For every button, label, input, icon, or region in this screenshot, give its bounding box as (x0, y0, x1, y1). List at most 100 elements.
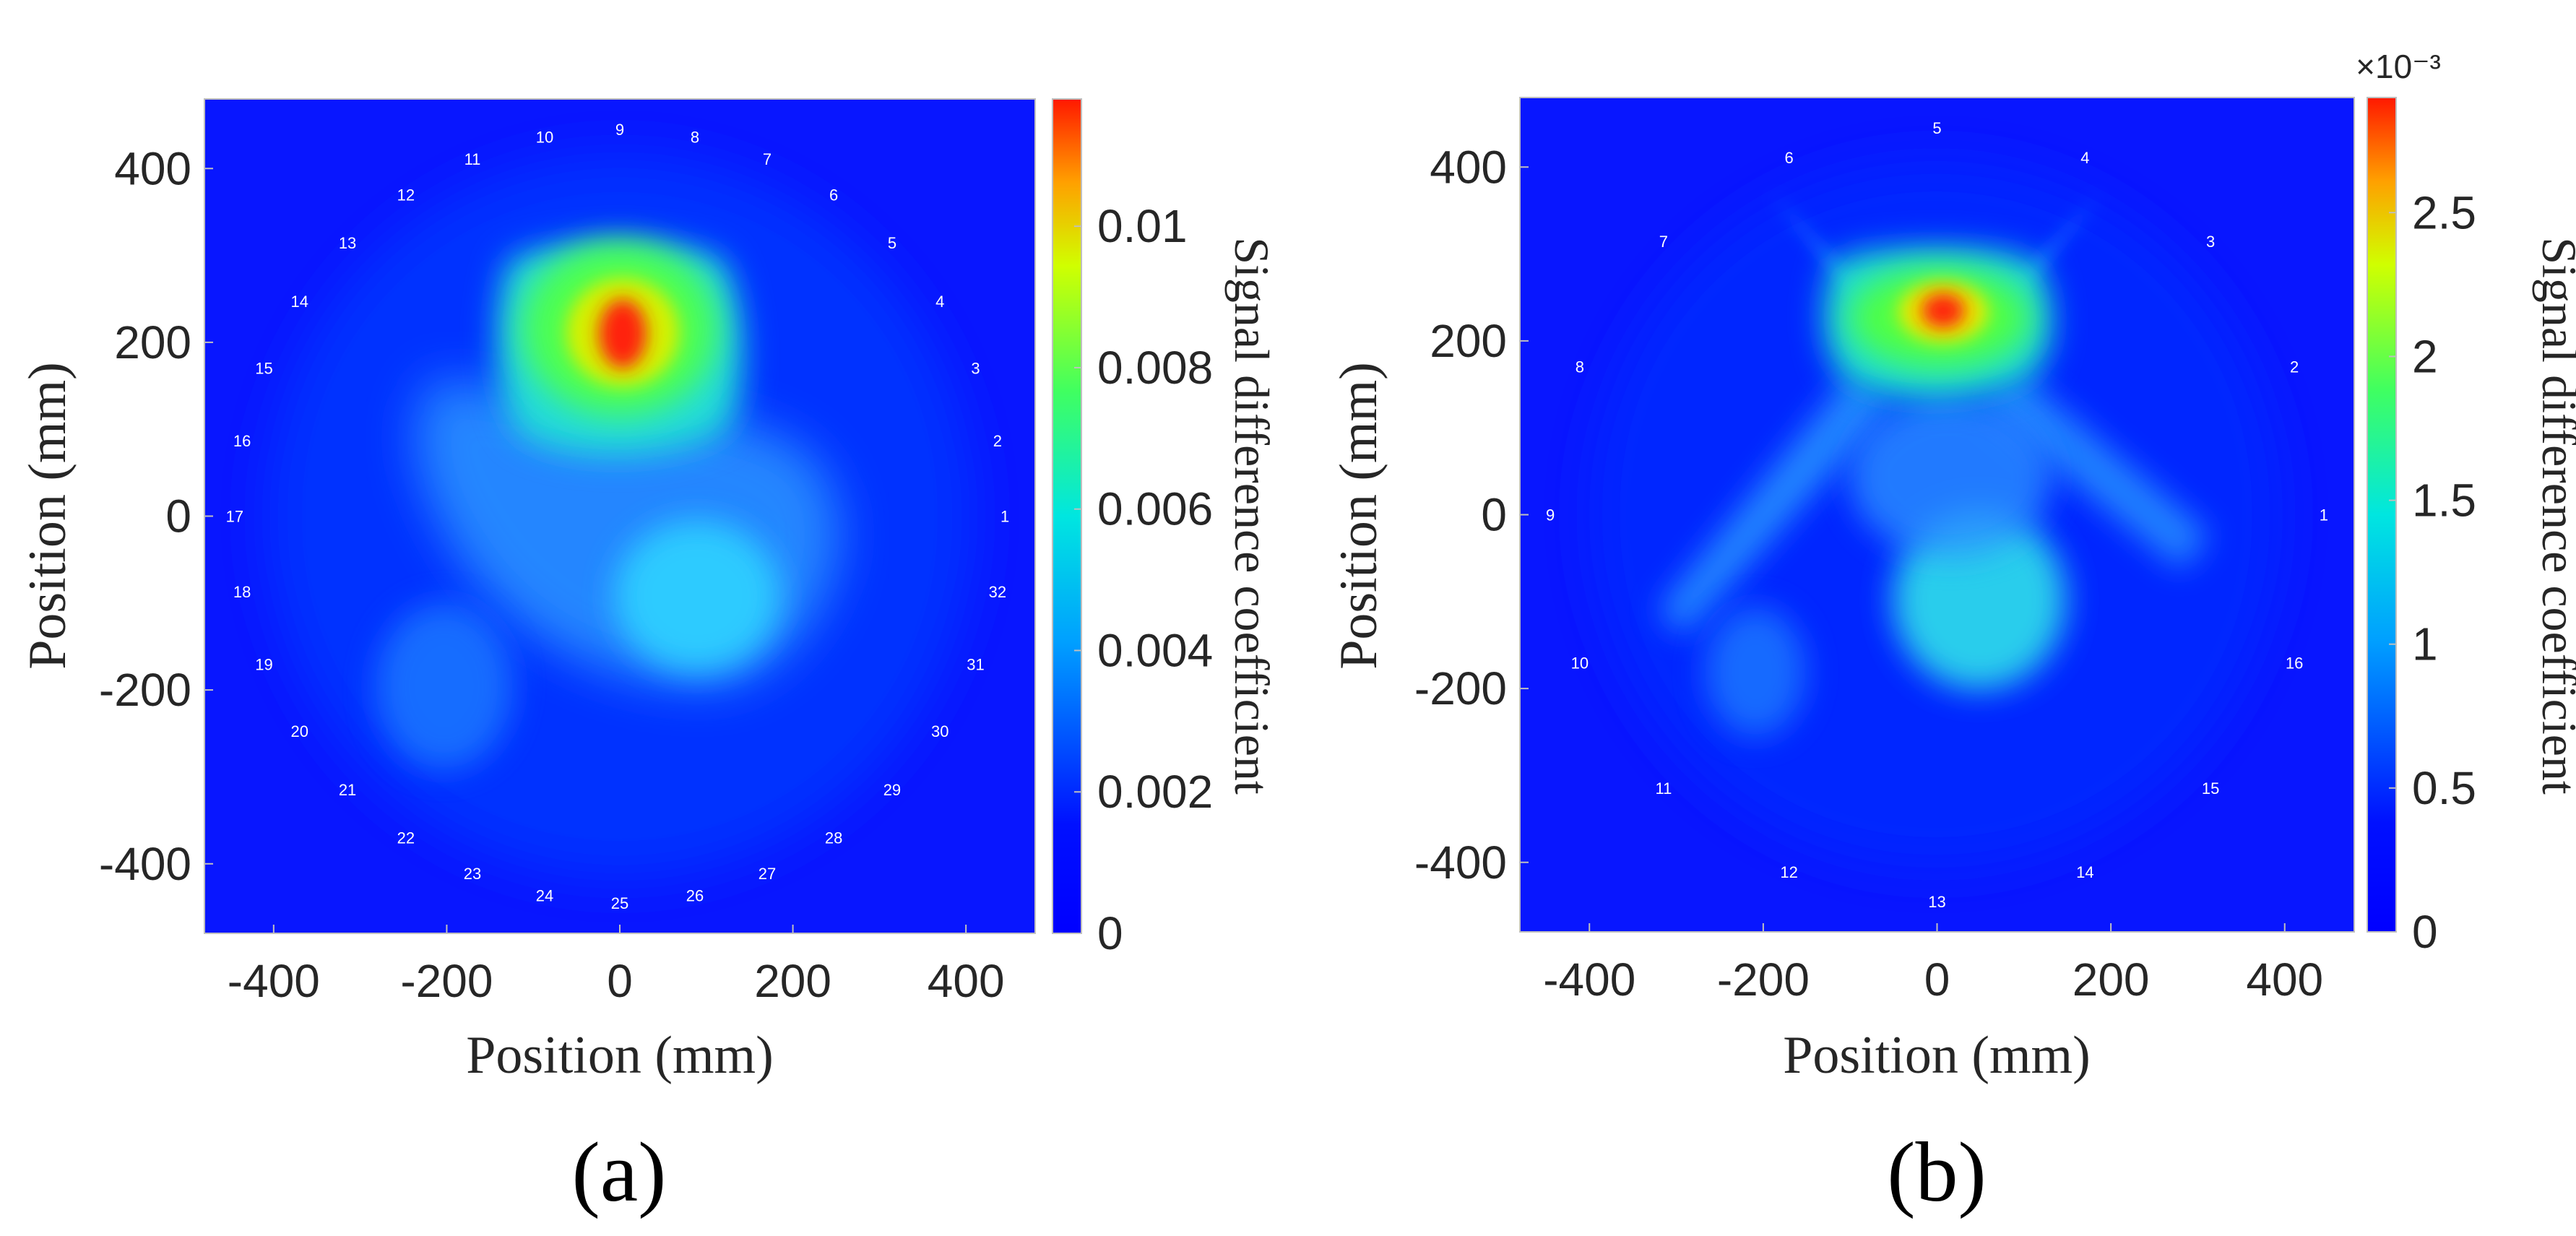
sensor-label: 9 (1546, 506, 1555, 524)
y-tick-label: -200 (1414, 662, 1507, 714)
sensor-label: 5 (1932, 119, 1941, 137)
y-axis-ticks-a: 400 200 0 -200 -400 (99, 142, 213, 890)
sensor-label: 13 (1928, 893, 1945, 911)
sensor-label: 24 (536, 887, 553, 905)
y-tick-label: 200 (1430, 315, 1507, 367)
sensor-label: 3 (2206, 233, 2215, 251)
heatmap-fill-b (1589, 160, 2283, 868)
left-streak-b (1658, 376, 1893, 636)
y-axis-ticks-b: 400 200 0 -200 -400 (1414, 141, 1529, 889)
right-streak-b (1979, 376, 2210, 571)
x-tick-label: 200 (2073, 954, 2150, 1006)
colorbar-tick-label: 0.01 (1097, 200, 1188, 252)
x-tick-label: 400 (2246, 954, 2323, 1006)
colorbar-tick-label: 2.5 (2412, 186, 2476, 238)
colorbar-tick-label: 0 (2412, 906, 2438, 958)
x-tick-label: 0 (1924, 954, 1950, 1006)
x-tick-label: -400 (1543, 954, 1635, 1006)
red-core-b (1922, 293, 1965, 328)
sensor-label: 25 (611, 894, 628, 912)
sensor-label: 26 (686, 887, 704, 905)
sensor-label: 3 (971, 360, 980, 378)
sensor-label: 9 (615, 121, 624, 139)
sensor-label: 18 (233, 583, 251, 601)
sensor-label: 11 (464, 150, 481, 168)
sensor-label: 5 (888, 234, 896, 252)
sensor-label: 19 (255, 655, 272, 673)
sensor-label: 7 (1659, 233, 1668, 251)
sensor-label: 29 (883, 781, 901, 799)
lower-left-blob-b (1705, 607, 1806, 737)
sensor-label: 31 (967, 655, 984, 673)
x-tick-label: -200 (400, 955, 493, 1007)
sensor-label: 22 (397, 829, 415, 847)
sensor-label: 14 (291, 293, 308, 311)
sensor-label: 16 (2286, 654, 2303, 672)
sensor-label: 23 (464, 865, 481, 883)
colorbar-tick-label: 0.008 (1097, 342, 1213, 394)
sensor-label: 8 (691, 128, 699, 146)
lower-right-blob-a (614, 520, 780, 672)
y-axis-label-b: Position (mm) (1329, 362, 1388, 670)
colorbar-tick-label: 2 (2412, 330, 2438, 382)
colorbar-tick-label: 1 (2412, 618, 2438, 670)
sensor-label: 27 (758, 865, 776, 883)
sensor-label: 10 (536, 128, 553, 146)
sensor-label: 6 (829, 186, 838, 204)
sensor-label: 15 (2202, 779, 2219, 798)
colorbar-tick-label: 0.006 (1097, 483, 1213, 535)
heatmap-fill-a (266, 155, 974, 878)
lower-left-blob-a (376, 603, 513, 769)
sensor-label: 1 (2320, 506, 2328, 524)
colorbar-tick-label: 1.5 (2412, 475, 2476, 527)
sensor-label: 12 (1780, 863, 1797, 881)
colorbar-tick-label: 0.5 (2412, 762, 2476, 814)
sensor-label: 14 (2076, 863, 2093, 881)
sensor-label: 1 (1000, 508, 1009, 526)
colorbar-ticks-b: 0 0.5 1 1.5 2 2.5 (2389, 186, 2476, 958)
sensor-label: 28 (825, 829, 842, 847)
panel-label-a: (a) (572, 1125, 667, 1219)
colorbar-tick-label: 0 (1097, 907, 1123, 959)
y-tick-label: -400 (99, 838, 191, 890)
panel-label-b: (b) (1887, 1125, 1987, 1219)
sensor-label: 2 (2290, 358, 2299, 376)
y-axis-label-a: Position (mm) (18, 362, 77, 670)
sensor-label: 11 (1655, 779, 1672, 798)
sensor-label: 30 (931, 722, 948, 740)
red-core-a (599, 299, 647, 368)
sensor-label: 8 (1576, 358, 1584, 376)
y-tick-label: 400 (1430, 141, 1507, 193)
colorbar-exponent-b: ×10⁻³ (2356, 48, 2441, 85)
sensor-label: 17 (226, 508, 243, 526)
sensor-label: 10 (1571, 654, 1589, 672)
colorbar-a (1052, 98, 1082, 934)
colorbar-b (2367, 97, 2397, 933)
sensor-label: 12 (397, 186, 415, 204)
x-axis-ticks-b: -400 -200 0 200 400 (1543, 923, 2323, 1006)
sensor-label: 7 (763, 150, 771, 168)
sensor-label: 16 (233, 432, 251, 450)
colorbar-ticks-a: 0 0.002 0.004 0.006 0.008 0.01 (1074, 200, 1213, 959)
sensor-label: 13 (339, 234, 356, 252)
sensor-label: 21 (339, 781, 356, 799)
y-tick-label: -400 (1414, 837, 1507, 889)
sensor-label: 20 (291, 722, 308, 740)
y-tick-label: -200 (99, 664, 191, 716)
sensor-label: 32 (989, 583, 1006, 601)
mid-blob-b (1849, 397, 2052, 556)
sensor-label: 15 (255, 360, 272, 378)
y-tick-label: 0 (1481, 489, 1507, 541)
y-tick-label: 400 (114, 142, 191, 194)
colorbar-tick-label: 0.002 (1097, 766, 1213, 818)
x-tick-label: -200 (1717, 954, 1810, 1006)
sensor-label: 4 (935, 293, 944, 311)
x-tick-label: 0 (607, 955, 633, 1007)
sensor-label: 6 (1784, 149, 1793, 167)
sensor-label: 2 (993, 432, 1002, 450)
x-tick-label: 200 (754, 955, 831, 1007)
y-tick-label: 0 (165, 490, 191, 543)
